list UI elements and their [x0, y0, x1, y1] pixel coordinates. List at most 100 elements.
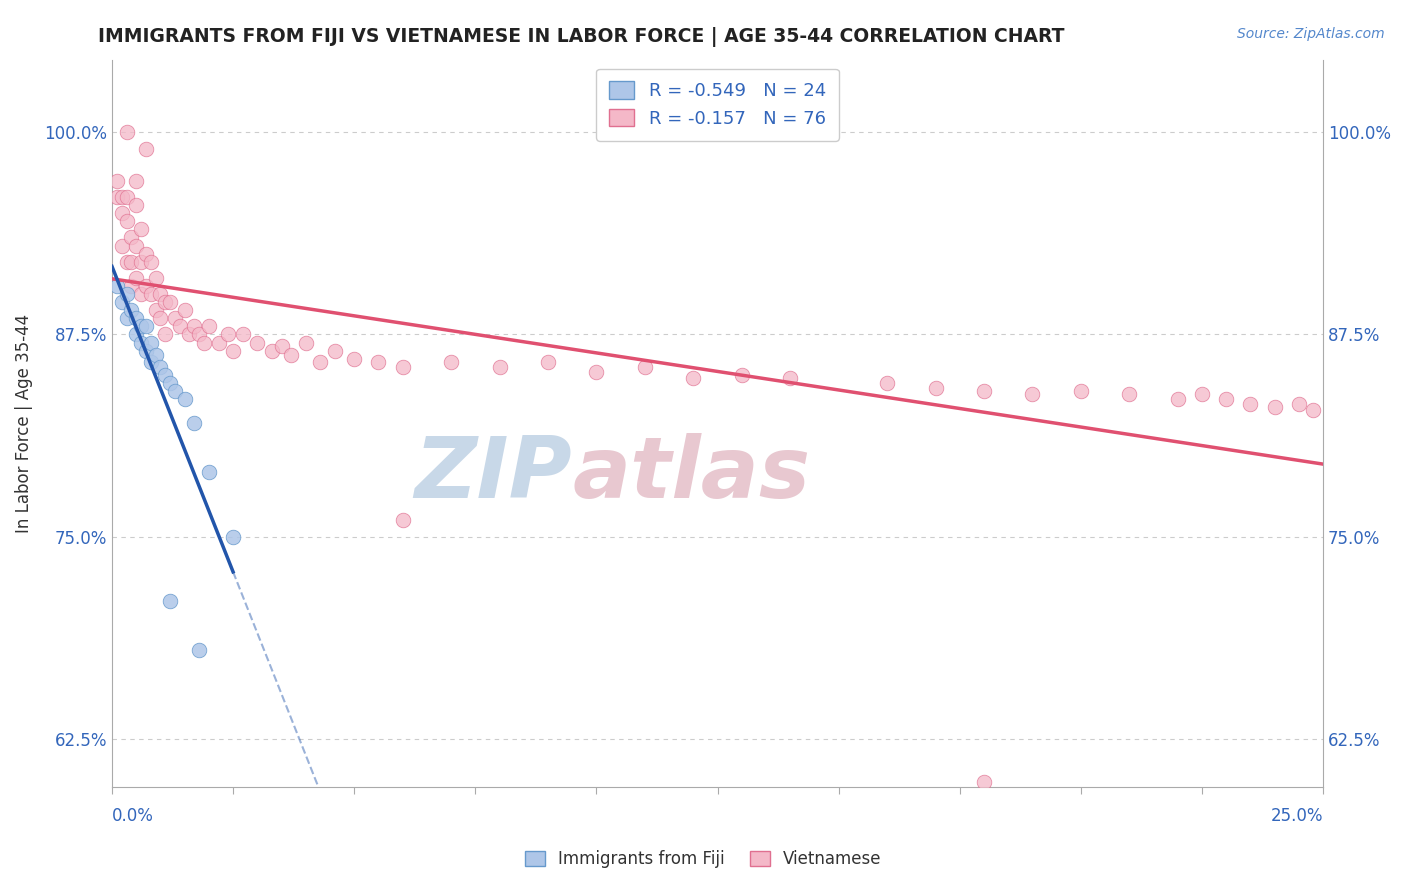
Point [1021, 387, 1043, 401]
Point [222, 530, 245, 544]
Point [145, 303, 167, 318]
Point [179, 327, 201, 342]
Point [343, 351, 366, 366]
Point [198, 465, 221, 479]
Point [139, 254, 162, 268]
Point [111, 238, 134, 252]
Y-axis label: In Labor Force | Age 35-44: In Labor Force | Age 35-44 [15, 314, 32, 533]
Point [139, 287, 162, 301]
Point [973, 384, 995, 398]
Point [159, 594, 181, 608]
Point [309, 355, 332, 369]
Text: Source: ZipAtlas.com: Source: ZipAtlas.com [1237, 27, 1385, 41]
Point [139, 335, 162, 350]
Point [120, 279, 142, 293]
Point [682, 371, 704, 385]
Point [207, 335, 229, 350]
Point [159, 376, 181, 390]
Point [173, 303, 195, 318]
Point [217, 327, 239, 342]
Point [139, 355, 162, 369]
Point [294, 335, 316, 350]
Point [280, 349, 302, 363]
Point [120, 303, 142, 318]
Point [391, 513, 413, 527]
Point [585, 365, 607, 379]
Point [125, 174, 148, 188]
Point [115, 254, 138, 268]
Point [115, 125, 138, 139]
Point [155, 368, 177, 382]
Point [183, 417, 205, 431]
Point [125, 311, 148, 326]
Point [1264, 401, 1286, 415]
Text: 25.0%: 25.0% [1271, 806, 1323, 824]
Point [183, 319, 205, 334]
Point [173, 392, 195, 406]
Point [163, 311, 186, 326]
Point [440, 355, 463, 369]
Point [125, 327, 148, 342]
Point [129, 222, 152, 236]
Point [125, 198, 148, 212]
Point [163, 384, 186, 398]
Point [169, 319, 191, 334]
Point [155, 295, 177, 310]
Point [1118, 387, 1140, 401]
Point [634, 359, 657, 374]
Point [1167, 392, 1189, 406]
Point [135, 246, 157, 260]
Point [120, 254, 142, 268]
Point [129, 335, 152, 350]
Point [198, 319, 221, 334]
Point [537, 355, 560, 369]
Legend: Immigrants from Fiji, Vietnamese: Immigrants from Fiji, Vietnamese [517, 844, 889, 875]
Point [1191, 387, 1213, 401]
Point [367, 355, 389, 369]
Point [1070, 384, 1092, 398]
Point [188, 642, 211, 657]
Point [270, 339, 292, 353]
Point [115, 287, 138, 301]
Point [105, 174, 128, 188]
Text: ZIP: ZIP [415, 433, 572, 516]
Point [149, 287, 172, 301]
Point [135, 279, 157, 293]
Point [1302, 403, 1324, 417]
Point [155, 327, 177, 342]
Point [391, 359, 413, 374]
Point [924, 381, 946, 395]
Text: 0.0%: 0.0% [112, 806, 153, 824]
Point [232, 327, 254, 342]
Point [125, 271, 148, 285]
Point [1239, 397, 1261, 411]
Point [1288, 397, 1310, 411]
Point [188, 327, 211, 342]
Text: IMMIGRANTS FROM FIJI VS VIETNAMESE IN LABOR FORCE | AGE 35-44 CORRELATION CHART: IMMIGRANTS FROM FIJI VS VIETNAMESE IN LA… [98, 27, 1064, 46]
Point [488, 359, 510, 374]
Point [129, 319, 152, 334]
Point [105, 279, 128, 293]
Point [193, 335, 215, 350]
Point [1215, 392, 1237, 406]
Point [135, 142, 157, 156]
Point [129, 287, 152, 301]
Point [115, 311, 138, 326]
Point [159, 295, 181, 310]
Point [973, 775, 995, 789]
Point [145, 349, 167, 363]
Point [246, 335, 269, 350]
Point [260, 343, 283, 358]
Point [120, 230, 142, 244]
Point [323, 343, 346, 358]
Point [115, 214, 138, 228]
Point [876, 376, 898, 390]
Text: atlas: atlas [572, 433, 810, 516]
Point [129, 254, 152, 268]
Point [779, 371, 801, 385]
Point [111, 206, 134, 220]
Point [149, 311, 172, 326]
Point [135, 319, 157, 334]
Point [125, 238, 148, 252]
Point [145, 271, 167, 285]
